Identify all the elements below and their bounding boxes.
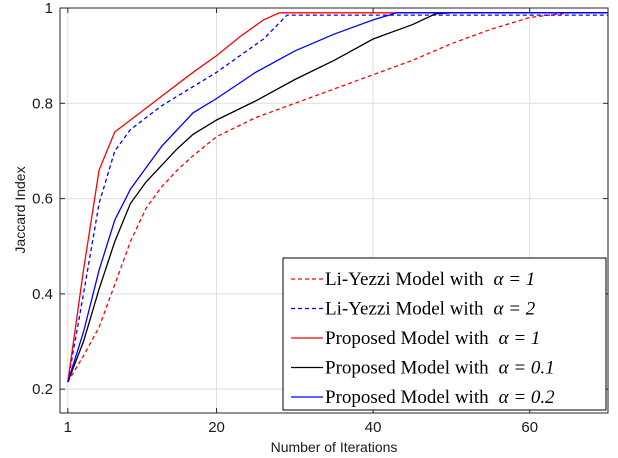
legend-box [282,257,607,411]
tick-layer: 1 20 40 60 0.2 0.4 0.6 0.8 1 [32,0,608,436]
y-tick-label: 0.4 [32,286,53,303]
series-line-3 [67,12,608,383]
legend-entry-4: Proposed Model with α = 0.1 [325,358,555,379]
series-line-5 [67,12,608,383]
y-tick-label: 0.6 [32,191,53,208]
series-layer [67,12,608,383]
legend-entry-1: Li-Yezzi Model with α = 1 [325,269,535,290]
y-tick-label: 0.8 [32,95,53,112]
plot-frame [59,7,609,414]
legend-entry-2: Li-Yezzi Model with α = 2 [325,299,536,320]
x-tick-label: 1 [64,419,72,436]
legend-entry-3: Proposed Model with α = 1 [325,328,540,349]
x-tick-label: 60 [521,419,538,436]
series-line-2 [67,14,608,383]
x-tick-label: 20 [208,419,225,436]
x-tick-label: 40 [365,419,382,436]
y-axis-label: Jaccard Index [12,166,28,253]
y-tick-label: 0.2 [32,381,53,398]
y-tick-label: 1 [45,0,53,17]
legend: Li-Yezzi Model with α = 1 Li-Yezzi Model w… [282,257,607,411]
x-axis-label: Number of Iterations [271,439,398,455]
legend-entry-5: Proposed Model with α = 0.2 [325,387,555,408]
series-line-4 [67,12,608,383]
